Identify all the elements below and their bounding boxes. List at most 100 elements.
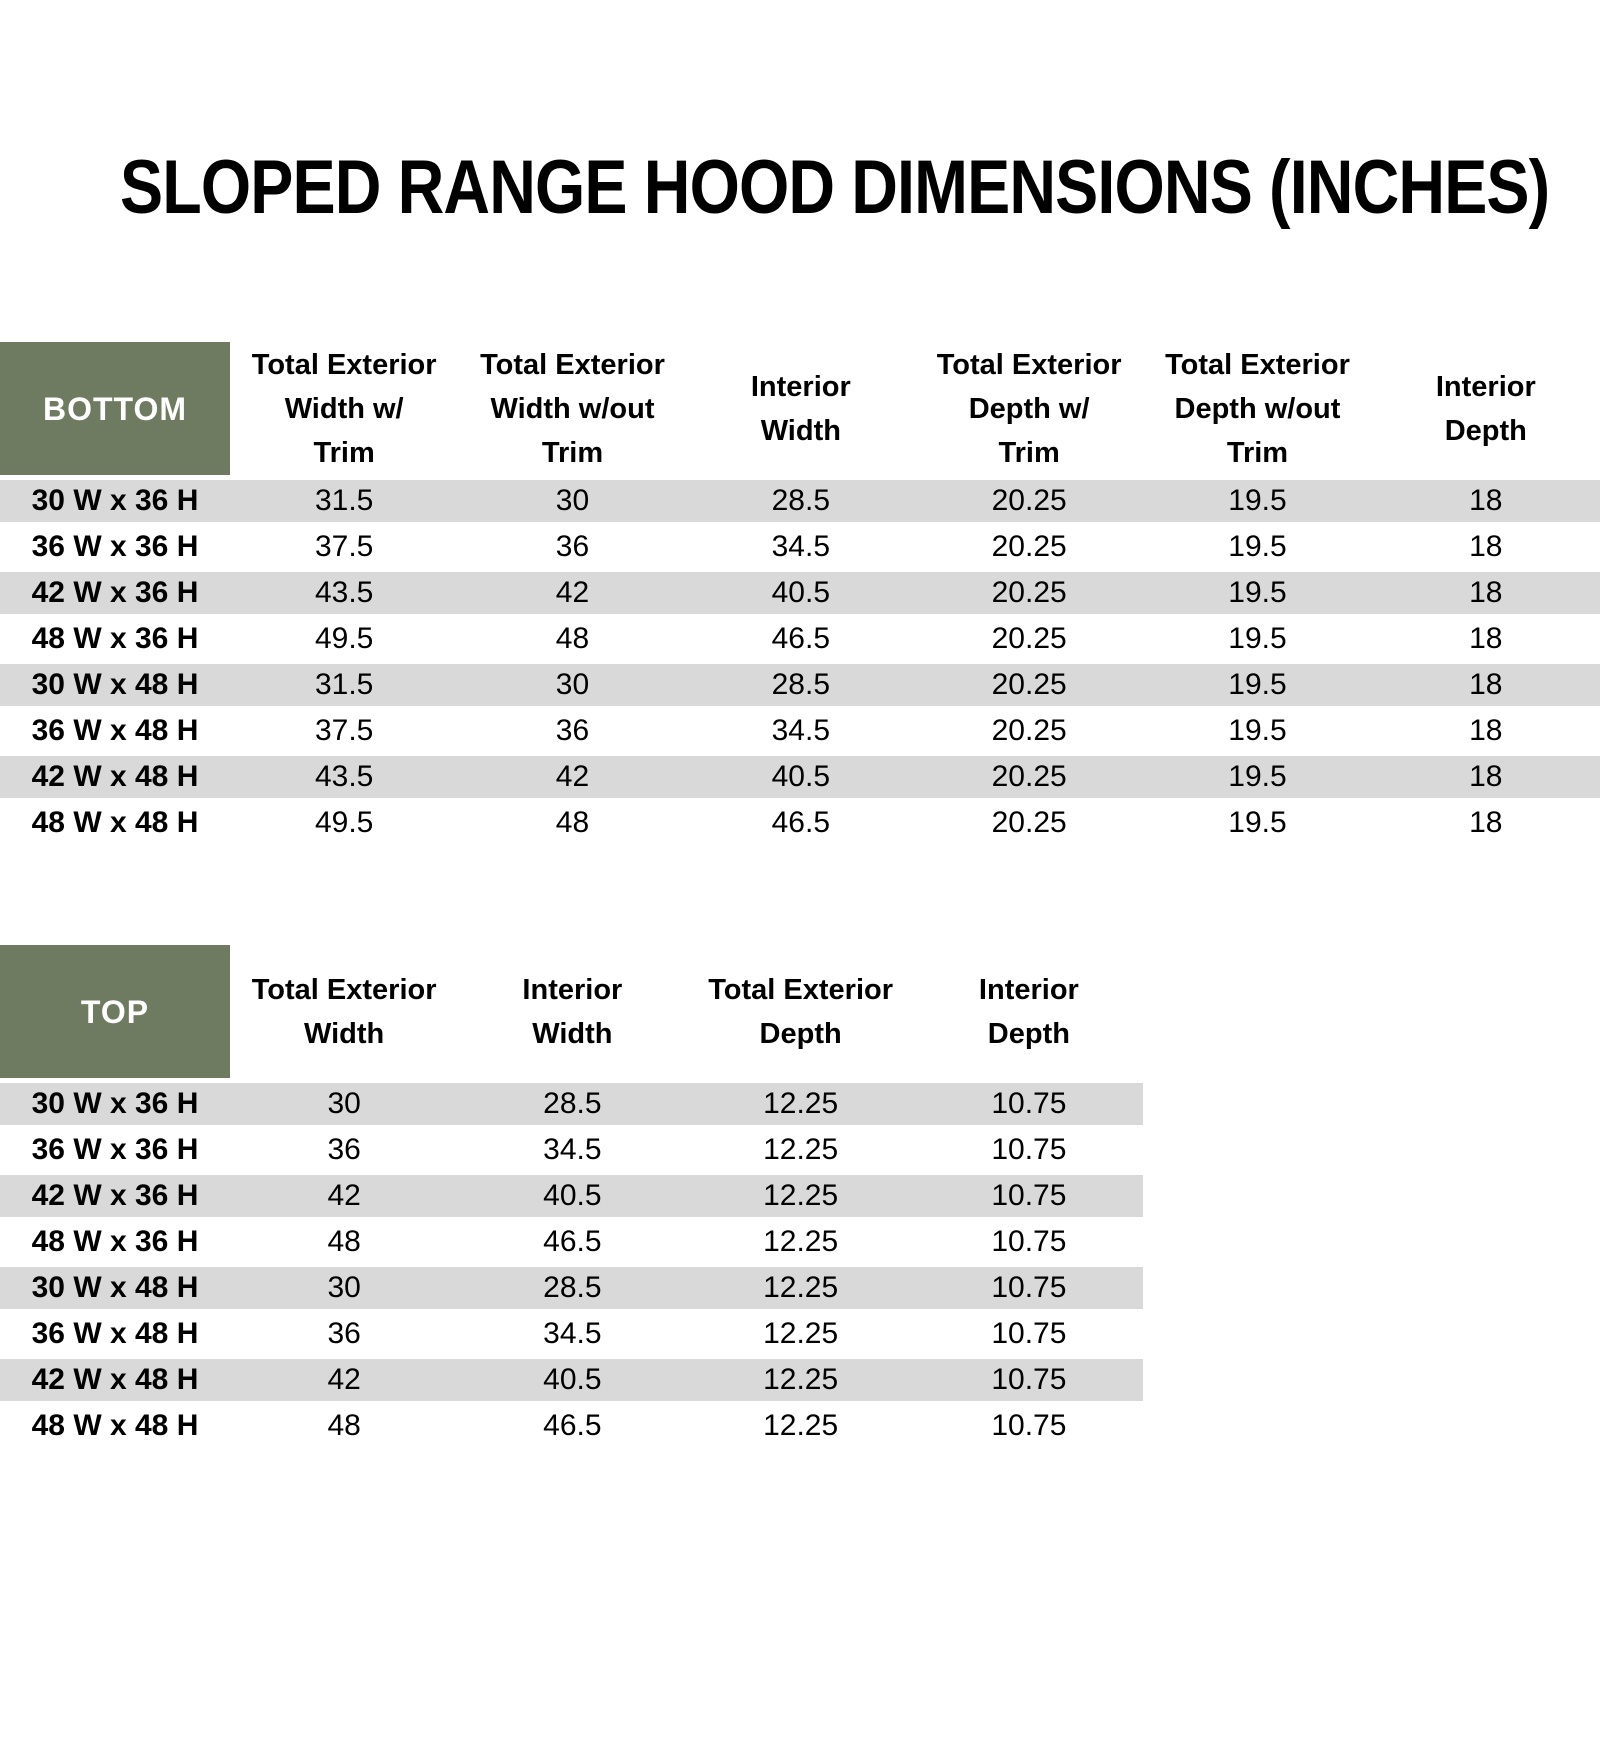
dim-value: 34.5: [458, 1127, 687, 1175]
dim-value: 34.5: [686, 524, 915, 572]
header-row: TOP Total Exterior Width Interior Width Tot…: [0, 945, 1143, 1083]
dim-value: 37.5: [230, 708, 459, 756]
dim-value: 10.75: [914, 1265, 1143, 1313]
table-row: 48 W x 36 H 48 46.5 12.25 10.75: [0, 1219, 1143, 1267]
row-label: 36 W x 48 H: [0, 1311, 230, 1359]
dim-value: 12.25: [686, 1080, 915, 1129]
dim-value: 28.5: [458, 1080, 687, 1129]
dim-value: 46.5: [686, 616, 915, 664]
table-row: 36 W x 48 H 36 34.5 12.25 10.75: [0, 1311, 1143, 1359]
dim-value: 12.25: [686, 1127, 915, 1175]
column-header: Total Exterior Depth w/ Trim: [914, 342, 1144, 480]
dim-value: 10.75: [914, 1357, 1143, 1405]
row-label: 42 W x 48 H: [0, 754, 230, 802]
dim-value: 43.5: [230, 570, 459, 618]
row-label: 36 W x 36 H: [0, 1127, 230, 1175]
row-label: 30 W x 36 H: [0, 1080, 230, 1129]
dim-value: 12.25: [686, 1219, 915, 1267]
dim-value: 31.5: [230, 662, 459, 710]
dim-value: 18: [1371, 662, 1600, 710]
column-header: Total Exterior Depth w/out Trim: [1143, 342, 1372, 480]
row-label: 36 W x 48 H: [0, 708, 230, 756]
dim-value: 40.5: [686, 754, 915, 802]
dim-value: 30: [230, 1265, 459, 1313]
dim-value: 30: [458, 477, 687, 526]
top-dimensions-table: TOP Total Exterior Width Interior Width Tot…: [0, 945, 1143, 1451]
dim-value: 48: [230, 1219, 459, 1267]
dim-value: 46.5: [686, 800, 915, 848]
dim-value: 20.25: [914, 524, 1144, 572]
dim-value: 20.25: [914, 754, 1144, 802]
column-header: Interior Width: [686, 342, 915, 480]
dim-value: 31.5: [230, 477, 459, 526]
table-row: 30 W x 36 H 31.5 30 28.5 20.25 19.5 18: [0, 477, 1600, 526]
dim-value: 18: [1371, 800, 1600, 848]
dim-value: 19.5: [1143, 524, 1372, 572]
row-label: 42 W x 48 H: [0, 1357, 230, 1405]
table-row: 48 W x 48 H 49.5 48 46.5 20.25 19.5 18: [0, 800, 1600, 848]
dim-value: 19.5: [1143, 662, 1372, 710]
dim-value: 46.5: [458, 1403, 687, 1451]
row-label: 36 W x 36 H: [0, 524, 230, 572]
dim-value: 20.25: [914, 708, 1144, 756]
row-label: 42 W x 36 H: [0, 1173, 230, 1221]
dim-value: 10.75: [914, 1403, 1143, 1451]
dim-value: 10.75: [914, 1173, 1143, 1221]
table-row: 42 W x 48 H 42 40.5 12.25 10.75: [0, 1357, 1143, 1405]
row-label: 30 W x 48 H: [0, 1265, 230, 1313]
dim-value: 34.5: [686, 708, 915, 756]
row-label: 48 W x 36 H: [0, 1219, 230, 1267]
bottom-corner-label: BOTTOM: [0, 342, 230, 480]
dim-value: 12.25: [686, 1265, 915, 1313]
dim-value: 12.25: [686, 1173, 915, 1221]
row-label: 42 W x 36 H: [0, 570, 230, 618]
column-header: Total Exterior Width w/out Trim: [458, 342, 687, 480]
dim-value: 19.5: [1143, 800, 1372, 848]
dim-value: 18: [1371, 524, 1600, 572]
column-header: Interior Depth: [1371, 342, 1600, 480]
table-row: 42 W x 36 H 42 40.5 12.25 10.75: [0, 1173, 1143, 1221]
dim-value: 19.5: [1143, 754, 1372, 802]
dim-value: 49.5: [230, 616, 459, 664]
dim-value: 36: [458, 708, 687, 756]
dim-value: 48: [230, 1403, 459, 1451]
dim-value: 19.5: [1143, 616, 1372, 664]
dim-value: 28.5: [686, 662, 915, 710]
dim-value: 20.25: [914, 662, 1144, 710]
dim-value: 19.5: [1143, 477, 1372, 526]
dim-value: 40.5: [458, 1173, 687, 1221]
dim-value: 12.25: [686, 1403, 915, 1451]
header-row: BOTTOM Total Exterior Width w/ Trim Total …: [0, 342, 1600, 480]
column-header: Interior Depth: [914, 945, 1143, 1083]
dim-value: 42: [458, 570, 687, 618]
dim-value: 18: [1371, 570, 1600, 618]
table-row: 36 W x 48 H 37.5 36 34.5 20.25 19.5 18: [0, 708, 1600, 756]
dim-value: 18: [1371, 477, 1600, 526]
dim-value: 49.5: [230, 800, 459, 848]
table-row: 36 W x 36 H 37.5 36 34.5 20.25 19.5 18: [0, 524, 1600, 572]
row-label: 48 W x 48 H: [0, 1403, 230, 1451]
dim-value: 34.5: [458, 1311, 687, 1359]
dim-value: 20.25: [914, 800, 1144, 848]
dim-value: 36: [458, 524, 687, 572]
dim-value: 12.25: [686, 1357, 915, 1405]
dim-value: 36: [230, 1311, 459, 1359]
table-row: 48 W x 36 H 49.5 48 46.5 20.25 19.5 18: [0, 616, 1600, 664]
dim-value: 12.25: [686, 1311, 915, 1359]
table-row: 36 W x 36 H 36 34.5 12.25 10.75: [0, 1127, 1143, 1175]
column-header: Total Exterior Width: [230, 945, 459, 1083]
dim-value: 20.25: [914, 616, 1144, 664]
dim-value: 42: [230, 1173, 459, 1221]
dim-value: 36: [230, 1127, 459, 1175]
dim-value: 10.75: [914, 1127, 1143, 1175]
dim-value: 18: [1371, 708, 1600, 756]
row-label: 30 W x 36 H: [0, 477, 230, 526]
dim-value: 48: [458, 616, 687, 664]
dim-value: 19.5: [1143, 708, 1372, 756]
top-corner-label: TOP: [0, 945, 230, 1083]
row-label: 48 W x 48 H: [0, 800, 230, 848]
column-header: Total Exterior Depth: [686, 945, 915, 1083]
table-row: 42 W x 48 H 43.5 42 40.5 20.25 19.5 18: [0, 754, 1600, 802]
table-row: 30 W x 36 H 30 28.5 12.25 10.75: [0, 1080, 1143, 1129]
column-header: Total Exterior Width w/ Trim: [230, 342, 459, 480]
